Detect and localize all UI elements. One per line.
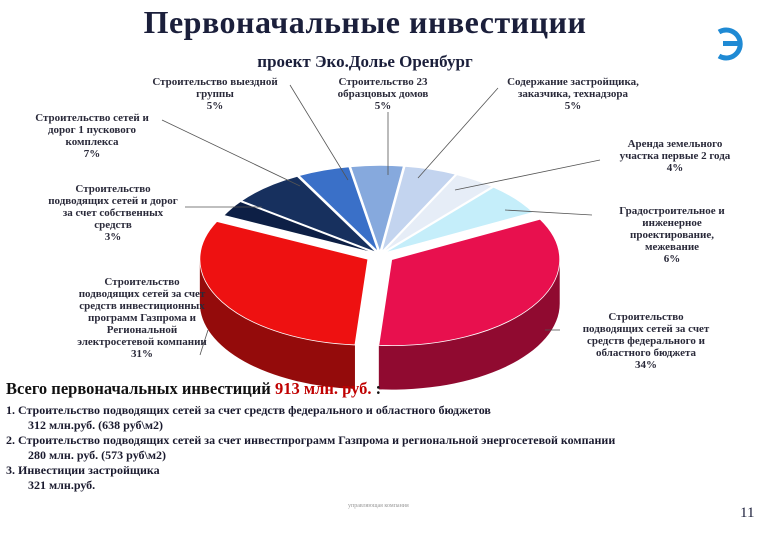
total-amount: 913 млн. руб. (274, 379, 372, 398)
slice-label: Аренда земельного участка первые 2 года 4% (600, 138, 750, 174)
slice-label: Строительство подводящих сетей за счет сре… (566, 311, 726, 371)
slice-label-line: подводящих сетей за счет (582, 323, 710, 335)
slice-label-line: Строительство сетей и (35, 112, 149, 124)
slice-label-line: средств (94, 219, 132, 231)
slice-label-line: электросетевой компании (77, 336, 207, 348)
leader-line (161, 119, 301, 187)
pie-slice-9 (384, 186, 534, 254)
page-title: Первоначальные инвестиции (143, 4, 587, 40)
investment-breakdown: 1. Строительство подводящих сетей за сче… (6, 403, 776, 493)
leader-line (417, 87, 499, 179)
pie-slice-1 (378, 218, 561, 346)
slice-label-line: средств инвестиционных (79, 300, 205, 312)
slice-label-line: областного бюджета (595, 347, 697, 359)
leader-line (289, 84, 349, 181)
breakdown-detail: 312 млн.руб. (638 руб\м2) (28, 418, 164, 432)
pie-slice-6 (350, 165, 404, 253)
slice-label: Строительство сетей и дорог 1 пускового ко… (22, 112, 162, 160)
slice-label-line: 7% (83, 148, 101, 160)
pie-slice-side (378, 259, 560, 390)
slice-label-line: программ Газпрома и (87, 312, 196, 324)
slice-label-line: Строительство выездной (152, 76, 278, 88)
pie-chart (161, 84, 601, 390)
slice-label: Строительство подводящих сетей за счет сре… (42, 276, 242, 360)
slice-label-line: 6% (663, 253, 681, 265)
pie-slice-2 (199, 221, 369, 346)
slice-label-line: дорог 1 пускового (47, 124, 137, 136)
page-number: 11 (740, 505, 755, 521)
slice-label: Градостроительное и инженерное проектирова… (592, 205, 752, 265)
chart-subtitle: проект Эко.Долье Оренбург (257, 52, 473, 71)
slice-label-line: Градостроительное и (619, 205, 725, 217)
slice-label-line: 4% (666, 162, 684, 174)
slice-label: Строительство 23 образцовых домов 5% (318, 76, 448, 112)
leader-line (454, 159, 601, 191)
slice-label-line: проектирование, (629, 229, 714, 241)
slice-label-line: Строительство (608, 311, 684, 323)
slice-label-line: Региональной (106, 324, 178, 336)
slice-label-line: Строительство (75, 183, 151, 195)
slice-label-line: Содержание застройщика, (507, 76, 639, 88)
slice-label-line: Аренда земельного (627, 138, 723, 150)
slice-label-line: 34% (635, 359, 657, 371)
slice-label-line: за счет собственных (62, 207, 164, 219)
slice-label-line: заказчика, технадзора (517, 88, 629, 100)
slice-label-line: подводящих сетей за счет (78, 288, 206, 300)
slice-label-line: комплекса (65, 136, 119, 148)
slice-label-line: межевание (644, 241, 700, 253)
slice-label-line: Строительство (104, 276, 180, 288)
slice-label-line: 5% (564, 100, 582, 112)
slice-label-line: подводящих сетей и дорог (48, 195, 178, 207)
pie-slice-8 (382, 174, 494, 253)
footer-caption: управляющая компания (348, 503, 409, 509)
slice-label-line: участка первые 2 года (619, 150, 731, 162)
slice-label: Строительство выездной группы 5% (140, 76, 290, 112)
investment-total: Всего первоначальных инвестиций 913 млн.… (6, 379, 381, 399)
slice-label-line: 31% (131, 348, 153, 360)
slice-label-line: 5% (374, 100, 392, 112)
breakdown-item: 2. Строительство подводящих сетей за сче… (6, 433, 616, 447)
breakdown-item: 3. Инвестиции застройщика (6, 463, 160, 477)
breakdown-item: 1. Строительство подводящих сетей за сче… (6, 403, 491, 417)
breakdown-detail: 321 млн.руб. (28, 478, 96, 492)
leader-line (504, 209, 593, 216)
slice-label-line: группы (196, 88, 234, 100)
total-suffix: : (375, 379, 382, 398)
slice-label: Содержание застройщика, заказчика, технад… (488, 76, 658, 112)
slice-label-line: Строительство 23 (338, 76, 428, 88)
company-logo-icon (717, 27, 743, 61)
slice-label-line: образцовых домов (337, 88, 429, 100)
total-prefix: Всего первоначальных инвестиций (6, 379, 271, 398)
pie-slice-5 (298, 166, 379, 252)
slice-label: Строительство подводящих сетей и дорог за … (38, 183, 188, 243)
breakdown-detail: 280 млн. руб. (573 руб\м2) (28, 448, 167, 462)
pie-slice-3 (223, 201, 376, 254)
pie-slice-4 (240, 175, 377, 253)
slice-label-line: инженерное (642, 217, 702, 229)
slice-label-line: 5% (206, 100, 224, 112)
pie-slice-7 (381, 165, 457, 252)
pie-slice-side (199, 259, 355, 389)
slice-label-line: средств федерального и (587, 335, 705, 347)
leader-line (199, 329, 209, 356)
slice-label-line: 3% (104, 231, 122, 243)
